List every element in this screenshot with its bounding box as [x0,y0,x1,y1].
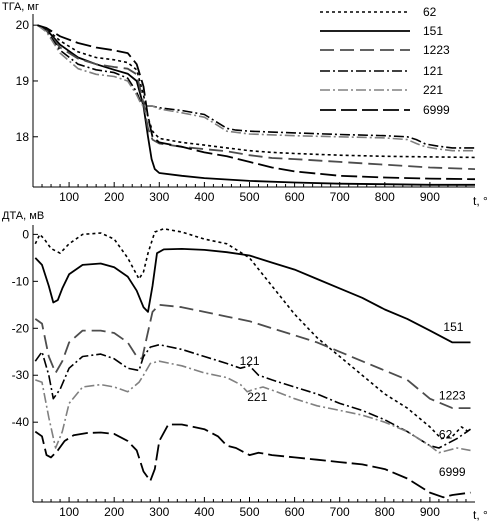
legend-label-1223: 1223 [423,43,450,57]
tga-y-tick-label: 18 [16,130,30,144]
legend-label-151: 151 [423,24,443,38]
dta-x-tick-label: 700 [330,505,350,519]
dta-y-tick-label: -40 [12,415,30,429]
tga-x-tick-label: 700 [330,190,350,204]
dta-series-line-1223 [34,303,471,409]
tga-y-tick-label: 20 [16,18,30,32]
tga-panel: ТГА, мг t, °C 100 200 300 400 500 600 700 800 90… [2,1,487,208]
tga-x-axis-label: t, °C [473,194,487,208]
dta-x-tick-label: 600 [285,505,305,519]
dta-series-line-62 [34,228,469,440]
tga-x-tick-label: 300 [149,190,169,204]
tga-x-tick-label: 900 [420,190,440,204]
dta-curve-label-6999: 6999 [439,465,466,479]
dta-x-tick-label: 400 [194,505,214,519]
dta-series-line-121 [34,343,471,449]
tga-x-tick-label: 800 [375,190,395,204]
tga-x-tick-label: 200 [104,190,124,204]
tga-series-line-62 [37,24,476,159]
dta-series-line-151 [34,248,471,344]
dta-curve-label-151: 151 [443,320,463,334]
dta-curve-label-62: 62 [439,428,453,442]
tga-y-axis-label: ТГА, мг [2,1,39,13]
legend-label-121: 121 [423,64,443,78]
dta-x-axis-label: t, °C [473,508,487,522]
tga-x-tick-label: 500 [239,190,259,204]
tga-series-line-121 [37,24,475,149]
tga-series-line-151 [37,24,475,186]
dta-y-tick-label: -20 [12,321,30,335]
dta-x-tick-label: 500 [239,505,259,519]
dta-series-line-221 [35,360,471,454]
dta-x-tick-label: 900 [420,505,440,519]
dta-x-tick-label: 100 [59,505,79,519]
tga-x-tick-label: 400 [194,190,214,204]
legend-label-221: 221 [423,83,443,97]
legend-label-6999: 6999 [423,103,450,117]
dta-curve-label-221: 221 [247,390,267,404]
dta-y-axis-label: ДТА, мВ [2,210,44,222]
tga-y-tick-label: 19 [16,74,30,88]
tga-x-tick-label: 100 [59,190,79,204]
dta-y-tick-label: -30 [12,368,30,382]
dta-curve-label-121: 121 [240,354,260,368]
tga-series-line-6999 [37,24,476,181]
dta-x-tick-label: 800 [375,505,395,519]
dta-series-line-6999 [34,423,471,499]
legend-label-62: 62 [423,5,437,19]
tga-series-line-221 [37,24,475,152]
dta-x-tick-label: 200 [104,505,124,519]
tga-series-line-1223 [37,24,476,170]
tga-x-tick-label: 600 [285,190,305,204]
dta-curve-label-1223: 1223 [439,389,466,403]
dta-x-tick-label: 300 [149,505,169,519]
dta-panel: ДТА, мВ t, °C 100 200 300 400 500 600 700 800 90… [2,210,487,522]
dta-y-tick-label: -10 [12,274,30,288]
dta-y-tick-label: 0 [22,227,29,241]
